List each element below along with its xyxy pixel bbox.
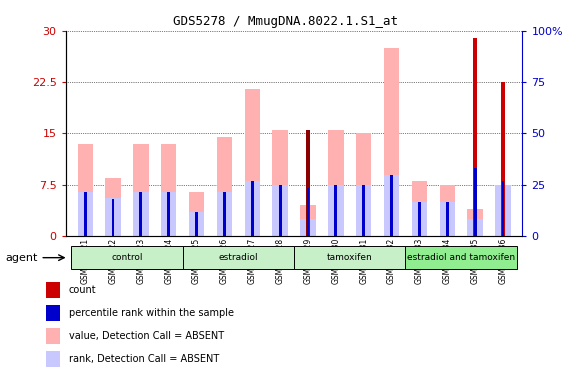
Bar bbox=[328, 130, 344, 236]
Bar bbox=[356, 185, 371, 236]
Bar bbox=[473, 38, 477, 236]
Text: estradiol and tamoxifen: estradiol and tamoxifen bbox=[407, 253, 515, 262]
Bar bbox=[474, 168, 477, 236]
Bar bbox=[362, 185, 365, 236]
Bar bbox=[106, 199, 120, 236]
Bar bbox=[412, 181, 427, 236]
Bar bbox=[195, 212, 198, 236]
Bar bbox=[300, 219, 316, 236]
Bar bbox=[384, 174, 399, 236]
Bar bbox=[223, 192, 226, 236]
Bar bbox=[167, 192, 170, 236]
Bar bbox=[384, 48, 399, 236]
Bar bbox=[306, 130, 310, 236]
Bar bbox=[294, 246, 405, 270]
Bar bbox=[495, 205, 510, 236]
Text: value, Detection Call = ABSENT: value, Detection Call = ABSENT bbox=[69, 331, 224, 341]
Bar bbox=[390, 174, 393, 236]
Bar bbox=[356, 134, 371, 236]
Text: count: count bbox=[69, 285, 96, 295]
Bar bbox=[272, 185, 288, 236]
Bar bbox=[133, 192, 148, 236]
Bar bbox=[328, 185, 344, 236]
Bar bbox=[189, 212, 204, 236]
Bar bbox=[78, 144, 93, 236]
Bar bbox=[78, 192, 93, 236]
Bar bbox=[106, 178, 120, 236]
Text: control: control bbox=[111, 253, 143, 262]
Bar bbox=[272, 130, 288, 236]
Bar bbox=[446, 202, 449, 236]
Text: GDS5278 / MmugDNA.8022.1.S1_at: GDS5278 / MmugDNA.8022.1.S1_at bbox=[173, 15, 398, 28]
Bar bbox=[440, 185, 455, 236]
Bar bbox=[495, 185, 510, 236]
Bar bbox=[335, 185, 337, 236]
Bar bbox=[501, 181, 504, 236]
Bar bbox=[161, 144, 176, 236]
Bar bbox=[161, 192, 176, 236]
Bar bbox=[418, 202, 421, 236]
Bar bbox=[468, 219, 482, 236]
Bar bbox=[412, 202, 427, 236]
Bar bbox=[501, 82, 505, 236]
Bar bbox=[468, 209, 482, 236]
Bar bbox=[217, 192, 232, 236]
Bar bbox=[189, 192, 204, 236]
Bar bbox=[307, 188, 309, 236]
Bar bbox=[183, 246, 294, 270]
Text: agent: agent bbox=[6, 253, 38, 263]
Text: rank, Detection Call = ABSENT: rank, Detection Call = ABSENT bbox=[69, 354, 219, 364]
Text: tamoxifen: tamoxifen bbox=[327, 253, 373, 262]
Bar bbox=[279, 185, 282, 236]
Text: estradiol: estradiol bbox=[219, 253, 258, 262]
Bar bbox=[133, 144, 148, 236]
Bar bbox=[300, 205, 316, 236]
Bar bbox=[217, 137, 232, 236]
Bar bbox=[111, 199, 114, 236]
Bar bbox=[244, 89, 260, 236]
Bar bbox=[244, 181, 260, 236]
Bar bbox=[440, 202, 455, 236]
Text: percentile rank within the sample: percentile rank within the sample bbox=[69, 308, 234, 318]
Bar bbox=[139, 192, 142, 236]
Bar bbox=[71, 246, 183, 270]
Bar bbox=[251, 181, 254, 236]
Bar bbox=[405, 246, 517, 270]
Bar bbox=[84, 192, 87, 236]
